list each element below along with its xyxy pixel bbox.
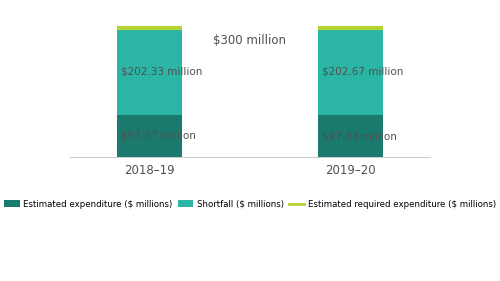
Text: $202.33 million: $202.33 million: [120, 66, 202, 76]
Text: $97.33 million: $97.33 million: [322, 131, 396, 141]
Bar: [117, 115, 182, 157]
Bar: [318, 28, 383, 115]
Bar: [117, 28, 182, 115]
Legend: Estimated expenditure ($ millions), Shortfall ($ millions), Estimated required e: Estimated expenditure ($ millions), Shor…: [1, 196, 499, 212]
Text: $202.67 million: $202.67 million: [322, 67, 403, 76]
Text: $300 million: $300 million: [214, 34, 286, 47]
Text: $97.67 million: $97.67 million: [120, 131, 196, 141]
Bar: [318, 115, 383, 157]
